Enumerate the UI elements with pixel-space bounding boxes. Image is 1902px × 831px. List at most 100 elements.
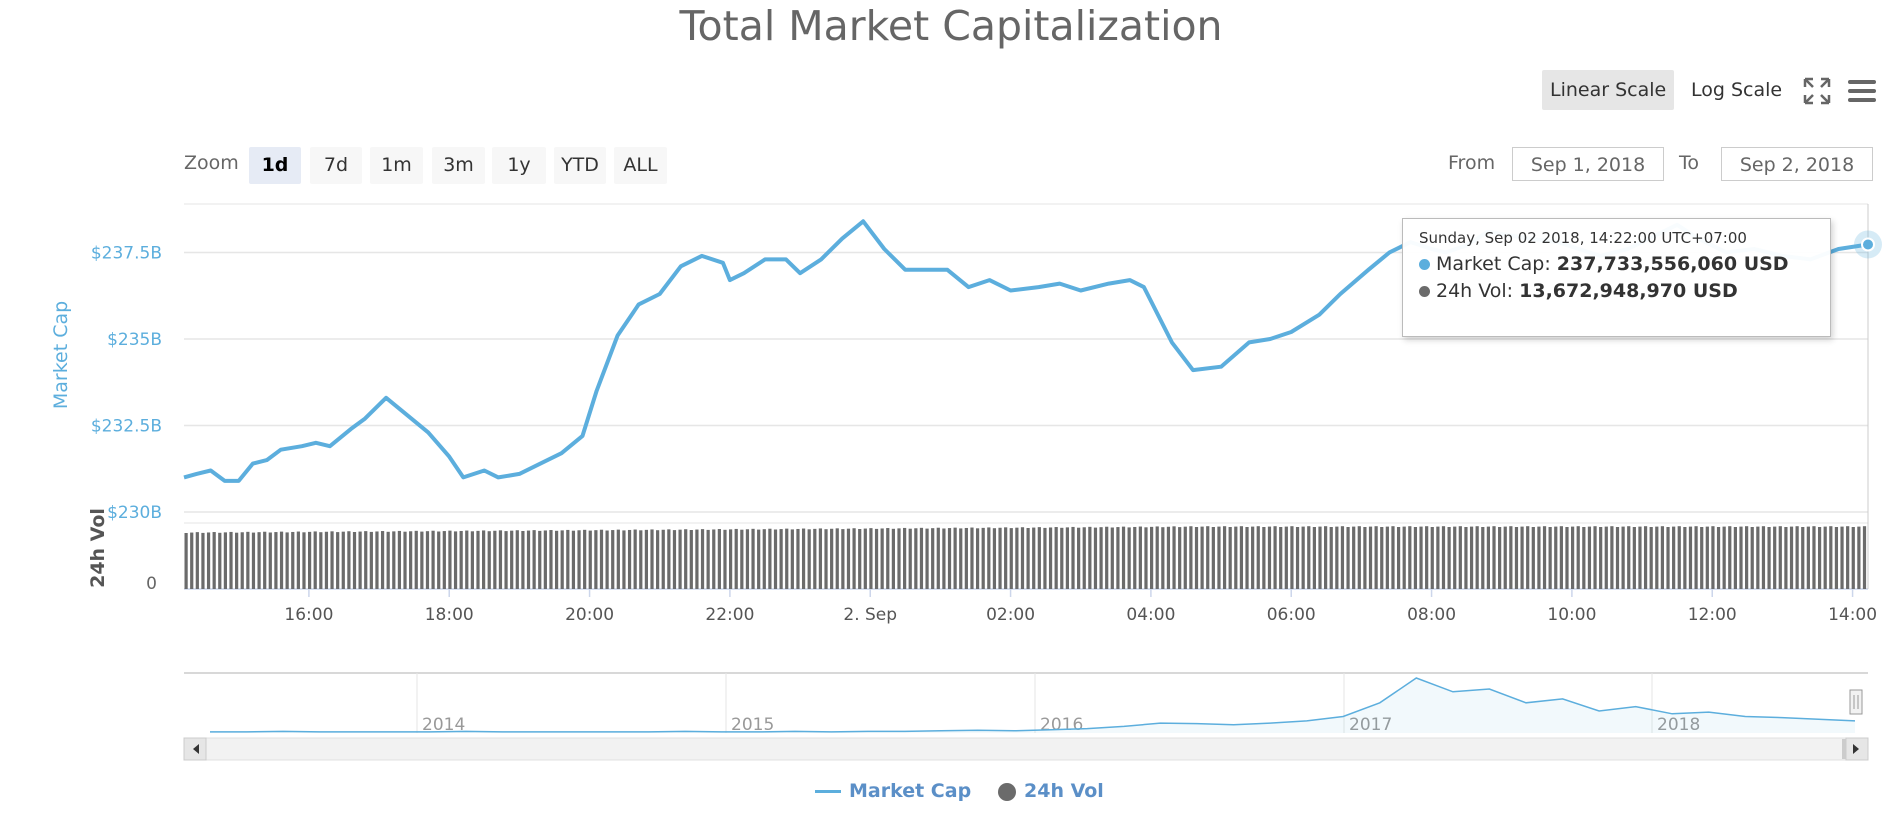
volume-bar bbox=[1503, 526, 1507, 589]
volume-bar bbox=[1745, 526, 1749, 589]
volume-bar bbox=[1020, 527, 1025, 589]
volume-bar bbox=[1206, 526, 1210, 589]
zoom-button-1y[interactable]: 1y bbox=[492, 147, 546, 184]
volume-bar bbox=[785, 528, 789, 589]
zoom-button-1d[interactable]: 1d bbox=[249, 147, 301, 184]
to-date-input[interactable]: Sep 2, 2018 bbox=[1721, 147, 1873, 181]
fullscreen-icon[interactable] bbox=[1802, 76, 1832, 106]
volume-bar bbox=[1402, 526, 1406, 589]
legend-item-market-cap[interactable]: Market Cap bbox=[815, 780, 971, 802]
volume-bar bbox=[1453, 526, 1457, 589]
zoom-button-7d[interactable]: 7d bbox=[310, 147, 362, 184]
tooltip-date: Sunday, Sep 02 2018, 14:22:00 UTC+07:00 bbox=[1419, 229, 1747, 247]
x-tick-label: 22:00 bbox=[705, 605, 754, 625]
volume-bar bbox=[498, 530, 503, 589]
navigator-handle bbox=[1849, 689, 1863, 715]
volume-bar bbox=[1498, 527, 1502, 589]
volume-bar bbox=[936, 527, 940, 589]
arrow-right-icon bbox=[1853, 744, 1859, 754]
volume-bar bbox=[1425, 526, 1429, 589]
volume-bar bbox=[1834, 527, 1839, 589]
legend-item-vol[interactable]: 24h Vol bbox=[998, 780, 1104, 802]
volume-bar bbox=[1520, 526, 1524, 589]
volume-bar bbox=[751, 528, 755, 589]
volume-bar bbox=[1492, 526, 1496, 589]
legend-label-vol: 24h Vol bbox=[1024, 780, 1104, 802]
volume-bar bbox=[1004, 527, 1008, 589]
volume-bar bbox=[1138, 526, 1142, 589]
volume-bar bbox=[549, 530, 553, 589]
linear-scale-button[interactable]: Linear Scale bbox=[1542, 70, 1675, 110]
volume-bar bbox=[1655, 526, 1659, 589]
volume-bar bbox=[897, 528, 901, 589]
volume-bar bbox=[1486, 526, 1491, 589]
volume-bar bbox=[998, 527, 1002, 589]
volume-bar bbox=[526, 530, 531, 589]
volume-bar bbox=[1099, 527, 1103, 589]
hamburger-menu-icon[interactable] bbox=[1846, 77, 1878, 105]
volume-bar bbox=[257, 532, 261, 589]
zoom-button-all[interactable]: ALL bbox=[614, 147, 667, 184]
volume-bar bbox=[852, 528, 856, 589]
volume-bar bbox=[633, 529, 637, 589]
volume-bar bbox=[987, 527, 991, 589]
volume-bar bbox=[1301, 526, 1305, 589]
volume-bar bbox=[274, 532, 278, 589]
volume-bar bbox=[880, 528, 884, 589]
volume-bar bbox=[347, 531, 351, 589]
volume-bar bbox=[1234, 526, 1238, 589]
volume-bar bbox=[319, 532, 323, 589]
zoom-button-1m[interactable]: 1m bbox=[370, 147, 423, 184]
volume-bar bbox=[1767, 527, 1771, 589]
x-tick-label: 18:00 bbox=[425, 605, 474, 625]
volume-bar bbox=[1228, 527, 1232, 589]
volume-bar bbox=[218, 532, 222, 589]
volume-bar bbox=[296, 531, 300, 589]
volume-bar bbox=[1857, 526, 1861, 589]
volume-bar bbox=[947, 528, 952, 589]
volume-bar bbox=[1559, 526, 1563, 589]
volume-bar bbox=[1526, 526, 1530, 589]
volume-bar bbox=[863, 528, 867, 589]
volume-bar bbox=[1009, 528, 1013, 589]
volume-bar bbox=[1840, 526, 1844, 589]
navigator-year-label: 2018 bbox=[1657, 715, 1700, 735]
volume-bar bbox=[1374, 526, 1378, 589]
zoom-button-ytd[interactable]: YTD bbox=[554, 147, 606, 184]
volume-bar bbox=[1419, 526, 1423, 589]
volume-bar bbox=[1262, 527, 1266, 589]
volume-bar bbox=[959, 528, 963, 589]
volume-bar bbox=[1722, 526, 1726, 589]
volume-bar bbox=[1357, 526, 1361, 589]
volume-bar bbox=[1363, 527, 1367, 589]
volume-bar bbox=[975, 528, 980, 589]
volume-bar bbox=[1542, 526, 1547, 589]
volume-bar bbox=[336, 532, 340, 589]
chart-title: Total Market Capitalization bbox=[679, 2, 1223, 50]
volume-bar bbox=[1784, 527, 1788, 589]
volume-bar bbox=[728, 529, 733, 589]
volume-bar bbox=[779, 529, 783, 589]
volume-bar bbox=[465, 530, 469, 589]
volume-bar bbox=[1632, 527, 1636, 589]
volume-bar bbox=[594, 530, 598, 589]
volume-bar bbox=[931, 528, 935, 589]
from-date-input[interactable]: Sep 1, 2018 bbox=[1512, 147, 1664, 181]
volume-bar bbox=[1060, 527, 1064, 589]
zoom-button-3m[interactable]: 3m bbox=[432, 147, 485, 184]
volume-bar bbox=[1015, 527, 1019, 589]
volume-bar bbox=[521, 531, 525, 589]
volume-bar bbox=[307, 531, 312, 589]
volume-bar bbox=[1615, 527, 1620, 589]
x-tick-label: 14:00 bbox=[1828, 605, 1877, 625]
volume-bar bbox=[1666, 527, 1670, 589]
volume-bar bbox=[1149, 526, 1154, 589]
volume-bar bbox=[414, 530, 418, 589]
volume-bar bbox=[1694, 526, 1698, 589]
log-scale-button[interactable]: Log Scale bbox=[1691, 79, 1783, 101]
volume-bar bbox=[773, 529, 778, 589]
volume-bar bbox=[330, 531, 334, 589]
volume-bar bbox=[1290, 526, 1294, 589]
volume-bar bbox=[717, 529, 721, 589]
volume-bar bbox=[1705, 526, 1709, 589]
